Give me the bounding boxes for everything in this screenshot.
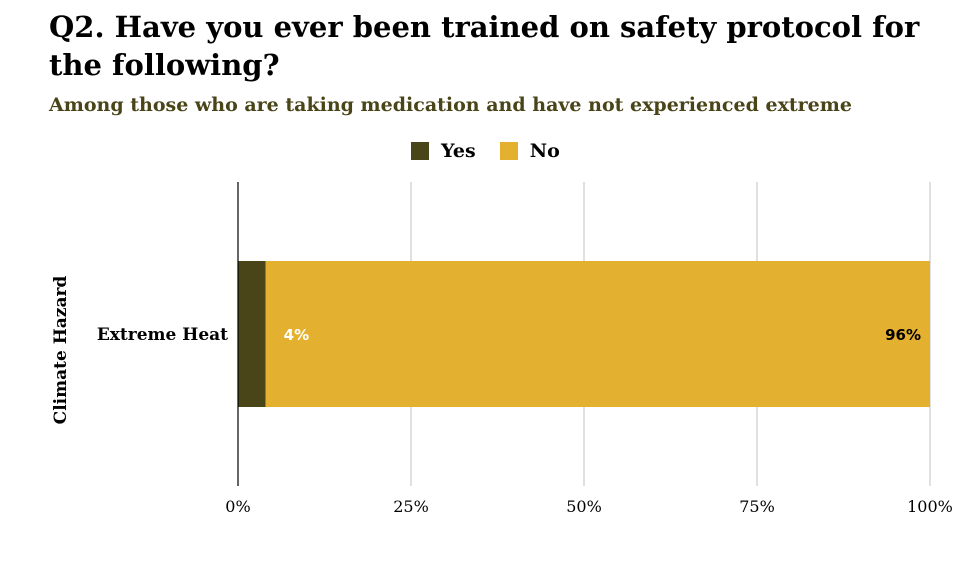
y-axis-categories: Extreme Heat: [97, 325, 228, 345]
legend-label-yes: Yes: [441, 140, 476, 162]
x-tick-label-3: 75%: [739, 497, 775, 516]
chart-title: Q2. Have you ever been trained on safety…: [49, 10, 920, 82]
x-tick-label-2: 50%: [566, 497, 602, 516]
legend-swatch-no: [499, 142, 518, 160]
x-tick-label-0: 0%: [225, 497, 250, 516]
bars: 4% 96%: [238, 261, 930, 407]
x-axis-ticks: 0% 25% 50% 75% 100%: [225, 497, 953, 516]
bar-yes-0[interactable]: [238, 261, 266, 407]
x-tick-label-1: 25%: [393, 497, 429, 516]
chart-subtitle: Among those who are taking medication an…: [49, 94, 852, 116]
data-label-no-0: 96%: [885, 326, 921, 344]
x-tick-label-4: 100%: [907, 497, 953, 516]
y-axis-title: Climate Hazard: [51, 276, 71, 425]
data-label-yes-0: 4%: [284, 326, 309, 344]
category-label-0: Extreme Heat: [97, 325, 228, 345]
legend-swatch-yes: [411, 142, 429, 160]
legend-label-no: No: [529, 140, 560, 162]
legend-item-yes[interactable]: Yes: [411, 140, 476, 162]
bar-no-0[interactable]: [265, 261, 930, 407]
legend: Yes No: [411, 138, 584, 164]
legend-item-no[interactable]: No: [499, 140, 560, 162]
